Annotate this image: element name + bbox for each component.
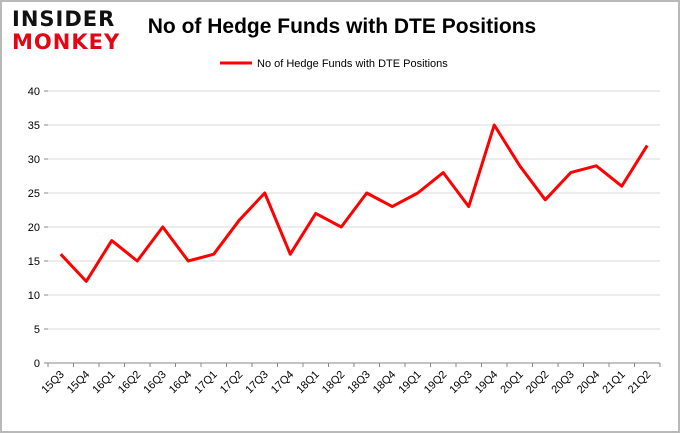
y-tick-label: 35 — [28, 120, 40, 132]
x-tick-label: 19Q1 — [396, 369, 424, 397]
x-tick-label: 21Q1 — [600, 369, 628, 397]
y-tick-label: 5 — [34, 324, 40, 336]
x-tick-label: 16Q4 — [167, 369, 195, 397]
x-tick-label: 17Q2 — [218, 369, 246, 397]
y-tick-label: 40 — [28, 86, 40, 98]
x-tick-label: 16Q3 — [141, 369, 169, 397]
x-tick-label: 16Q1 — [90, 369, 118, 397]
legend-label: No of Hedge Funds with DTE Positions — [257, 58, 448, 70]
x-tick-label: 20Q1 — [498, 369, 526, 397]
x-tick-label: 18Q3 — [345, 369, 373, 397]
logo-line-insider: INSIDER — [12, 7, 116, 31]
y-tick-label: 30 — [28, 154, 40, 166]
y-axis: 0 5 10 15 20 25 30 35 40 — [28, 86, 48, 370]
x-axis: 15Q315Q416Q116Q216Q316Q417Q117Q217Q317Q4… — [39, 363, 661, 397]
x-tick-label: 21Q2 — [626, 369, 654, 397]
y-tick-label: 25 — [28, 188, 40, 200]
y-tick-label: 10 — [28, 290, 40, 302]
x-tick-label: 20Q2 — [524, 369, 552, 397]
x-tick-label: 20Q4 — [575, 369, 603, 397]
x-tick-label: 18Q4 — [371, 369, 399, 397]
y-tick-label: 20 — [28, 222, 40, 234]
series-line — [59, 123, 649, 283]
legend: No of Hedge Funds with DTE Positions — [220, 58, 448, 70]
x-tick-label: 17Q1 — [192, 369, 220, 397]
x-tick-label: 15Q4 — [65, 369, 93, 397]
x-tick-label: 17Q3 — [243, 369, 271, 397]
y-tick-label: 0 — [34, 358, 40, 370]
x-tick-label: 17Q4 — [269, 369, 297, 397]
x-tick-label: 19Q4 — [473, 369, 501, 397]
chart-title: No of Hedge Funds with DTE Positions — [147, 15, 537, 38]
x-tick-label: 16Q2 — [116, 369, 144, 397]
x-tick-label: 18Q1 — [294, 369, 322, 397]
x-tick-label: 18Q2 — [320, 369, 348, 397]
x-tick-label: 20Q3 — [549, 369, 577, 397]
gridlines — [48, 90, 660, 364]
logo-line-monkey: MONKEY — [12, 30, 121, 54]
y-tick-label: 15 — [28, 256, 40, 268]
x-tick-label: 19Q3 — [447, 369, 475, 397]
x-tick-label: 15Q3 — [39, 369, 67, 397]
insider-monkey-logo: INSIDER MONKEY — [12, 8, 132, 58]
x-tick-label: 19Q2 — [422, 369, 450, 397]
plot-area — [59, 123, 649, 283]
